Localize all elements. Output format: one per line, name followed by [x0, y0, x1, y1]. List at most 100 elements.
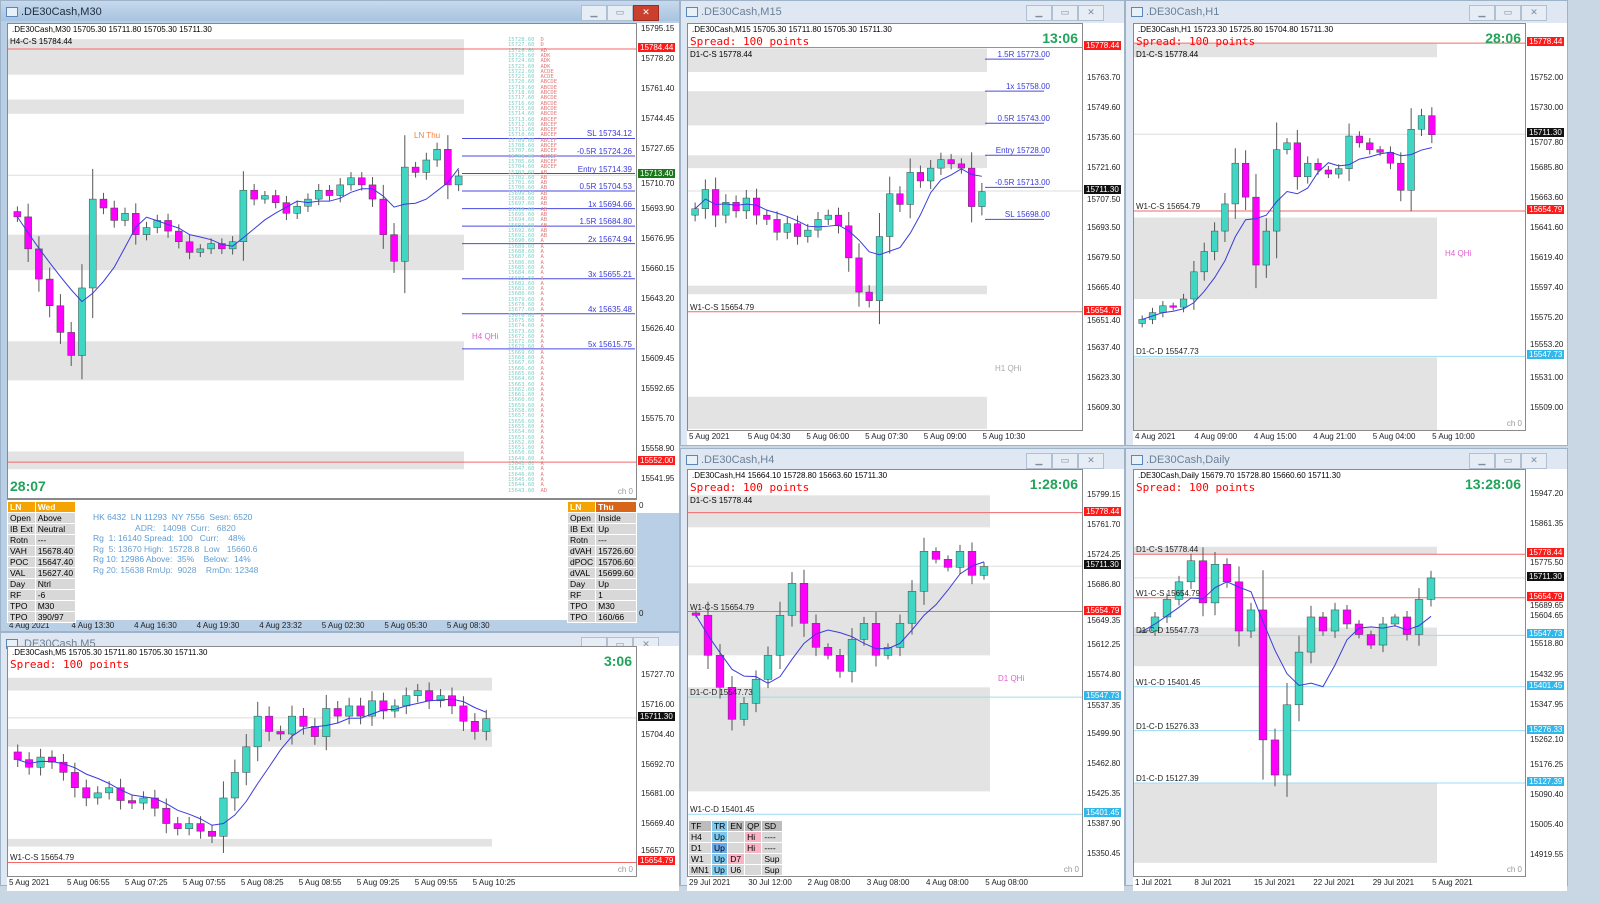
zero-mark: 0: [639, 501, 644, 510]
table-cell: 160/66: [595, 611, 637, 623]
minimize-button[interactable]: ▁: [1026, 453, 1052, 469]
price-chart[interactable]: [688, 24, 1083, 431]
r-level-label: 3x 15655.21: [587, 269, 632, 279]
chart-window-h1[interactable]: .DE30Cash,H1 ▁ ▭ ✕ .DE30Cash,H1 15723.30 157…: [1125, 0, 1568, 446]
tpo-row: 15685.60 A: [508, 265, 544, 271]
table-cell: POC: [7, 556, 36, 568]
bear-candle: [299, 715, 308, 727]
minimize-button[interactable]: ▁: [581, 5, 607, 21]
bull-candle: [121, 213, 129, 221]
chart-window-daily[interactable]: .DE30Cash,Daily ▁ ▭ ✕ .DE30Cash,Daily 15679.…: [1125, 448, 1568, 891]
title-bar[interactable]: .DE30Cash,M30: [1, 1, 679, 21]
tpo-price: 15675.60: [508, 317, 535, 324]
chart-plot[interactable]: .DE30Cash,M5 15705.30 15711.80 15705.30 …: [7, 646, 637, 877]
tpo-row: 15668.60 A: [508, 355, 544, 361]
bear-candle: [1270, 739, 1280, 776]
chart-plot[interactable]: .DE30Cash,Daily 15679.70 15728.80 15660.…: [1133, 469, 1526, 877]
price-chart[interactable]: [8, 24, 637, 499]
price-tick: 15176.25: [1530, 759, 1564, 769]
tpo-row: 15646.60 A: [508, 472, 544, 478]
bear-candle: [444, 149, 452, 186]
time-tick: 8 Jul 2021: [1194, 878, 1232, 887]
price-tick: 15262.10: [1530, 734, 1564, 744]
table-cell: dPOC: [566, 556, 597, 568]
table-cell: MN1: [688, 864, 712, 876]
tpo-row: 15673.60 A: [508, 329, 544, 335]
tpo-letters: A: [540, 376, 544, 383]
bear-candle: [1169, 305, 1177, 308]
bear-candle: [70, 772, 79, 788]
price-tick: 15347.95: [1530, 699, 1564, 709]
time-tick: 4 Aug 19:30: [196, 621, 240, 630]
bear-candle: [845, 225, 853, 259]
bear-candle: [82, 787, 91, 799]
title-bar[interactable]: .DE30Cash,H1: [1126, 1, 1567, 21]
maximize-button[interactable]: ▭: [1495, 453, 1521, 469]
price-chart[interactable]: [8, 647, 637, 877]
tpo-row: 15664.60 A: [508, 376, 544, 383]
price-chart[interactable]: [1134, 470, 1526, 877]
table-row: VAH 15678.40: [7, 545, 77, 557]
tpo-letters: A: [540, 323, 544, 330]
header-cell: TR: [710, 820, 729, 832]
price-badge: 15654.79: [1527, 205, 1565, 214]
moving-average-line: [17, 698, 487, 826]
tpo-letters: ADK: [540, 52, 551, 59]
tpo-price: 15712.60: [508, 121, 535, 128]
close-button[interactable]: ✕: [1078, 453, 1104, 469]
price-zone: [688, 687, 990, 792]
chart-plot[interactable]: .DE30Cash,H4 15664.10 15728.80 15663.60 …: [687, 469, 1083, 877]
tpo-row: 15698.60 AB: [508, 196, 547, 202]
maximize-button[interactable]: ▭: [1052, 5, 1078, 21]
chart-plot[interactable]: .DE30Cash,H1 15723.30 15725.80 15704.80 …: [1133, 23, 1526, 431]
close-button[interactable]: ✕: [633, 5, 659, 21]
bear-candle: [712, 189, 720, 216]
price-tick: 15604.65: [1530, 611, 1564, 621]
close-button[interactable]: ✕: [1521, 453, 1547, 469]
tpo-row: 15725.60 ADK: [508, 52, 551, 59]
minimize-button[interactable]: ▁: [1469, 453, 1495, 469]
bar-countdown: 1:28:06: [1029, 476, 1078, 492]
maximize-button[interactable]: ▭: [607, 5, 633, 21]
tpo-row: 15690.60 A: [508, 239, 544, 245]
tpo-price: 15723.60: [508, 63, 535, 70]
spread-label: Spread: 100 points: [10, 658, 130, 671]
tpo-letters: A: [540, 339, 544, 346]
tpo-letters: AD: [540, 47, 548, 54]
tpo-price: 15667.60: [508, 360, 535, 367]
bull-candle: [288, 715, 296, 735]
tpo-letters: AB: [540, 222, 548, 229]
title-bar[interactable]: .DE30Cash,H4: [681, 449, 1124, 469]
chart-window-m15[interactable]: .DE30Cash,M15 ▁ ▭ ✕ .DE30Cash,M15 15705.30 1…: [680, 0, 1125, 446]
price-chart[interactable]: [688, 470, 1083, 877]
close-button[interactable]: ✕: [1521, 5, 1547, 21]
chart-window-h4[interactable]: .DE30Cash,H4 ▁ ▭ ✕ .DE30Cash,H4 15664.10 157…: [680, 448, 1125, 891]
chart-plot[interactable]: .DE30Cash,M30 15705.30 15711.80 15705.30…: [7, 23, 637, 499]
bull-candle: [93, 792, 102, 799]
close-button[interactable]: ✕: [1078, 5, 1104, 21]
price-tick: 15693.90: [641, 204, 675, 213]
maximize-button[interactable]: ▭: [1495, 5, 1521, 21]
tpo-row: 15669.60 A: [508, 350, 544, 356]
bull-candle: [907, 591, 917, 624]
tpo-price: 15668.60: [508, 355, 535, 361]
price-tick: 15752.00: [1530, 73, 1564, 82]
minimize-button[interactable]: ▁: [1026, 5, 1052, 21]
price-tick: 15716.00: [641, 699, 675, 709]
table-row: Day Up: [566, 578, 637, 590]
maximize-button[interactable]: ▭: [1052, 453, 1078, 469]
bear-candle: [128, 800, 136, 804]
chart-window-m30[interactable]: .DE30Cash,M30 ▁ ▭ ✕ .DE30Cash,M30 15705.30 1…: [0, 0, 680, 632]
title-bar[interactable]: .DE30Cash,Daily: [1126, 449, 1567, 469]
tpo-letters: A: [540, 275, 544, 282]
price-zone: [8, 677, 492, 691]
chart-window-m5[interactable]: .DE30Cash,M5 ▁ ▭ ✕ .DE30Cash,M5 15705.30 157…: [0, 632, 680, 891]
price-badge: 15654.79: [1084, 605, 1122, 615]
chart-plot[interactable]: .DE30Cash,M15 15705.30 15711.80 15705.30…: [687, 23, 1083, 431]
price-tick: 15575.20: [1530, 313, 1564, 322]
title-bar[interactable]: .DE30Cash,M15: [681, 1, 1124, 21]
price-chart[interactable]: [1134, 24, 1526, 431]
tpo-row: 15716.60 ABCDE: [508, 101, 557, 107]
tpo-letters: A: [540, 370, 544, 377]
minimize-button[interactable]: ▁: [1469, 5, 1495, 21]
